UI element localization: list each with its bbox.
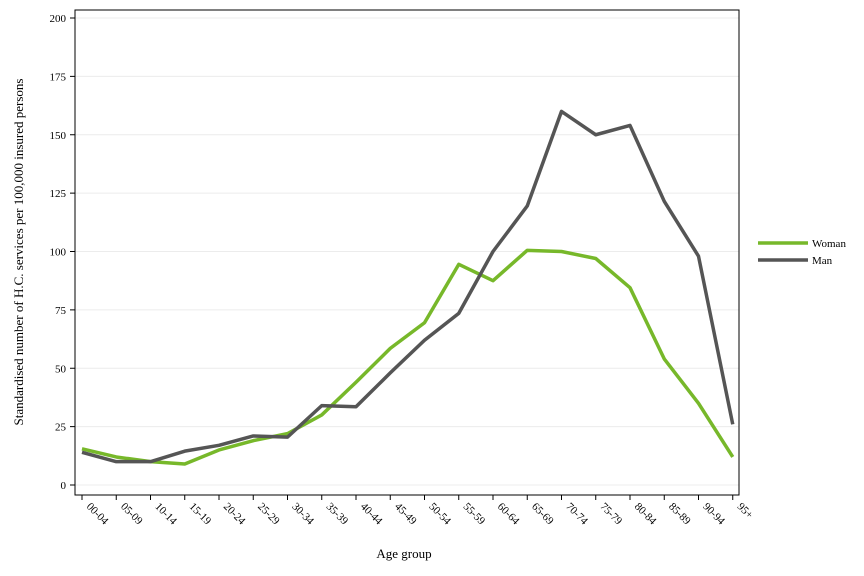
x-tick-label: 55-59 (461, 501, 488, 528)
y-tick-label: 125 (50, 188, 67, 200)
y-axis-title: Standardised number of H.C. services per… (11, 79, 26, 426)
y-tick-label: 100 (50, 247, 67, 259)
legend-label-woman: Woman (812, 238, 846, 250)
legend: Woman Man (758, 238, 846, 267)
x-tick-label: 10-14 (152, 501, 179, 528)
x-tick-label: 85-89 (666, 501, 693, 528)
y-tick-label: 175 (50, 71, 67, 83)
y-tick-label: 200 (50, 13, 67, 25)
x-tick-label: 15-19 (187, 501, 214, 528)
plot-frame (74, 9, 740, 496)
legend-label-man: Man (812, 255, 833, 267)
y-tick-label: 150 (50, 130, 67, 142)
y-tick-label: 25 (55, 422, 67, 434)
x-axis: 00-04 05-09 10-14 15-19 20-24 25-29 30-34 35-39… (81, 495, 756, 528)
x-tick-label: 20-24 (221, 501, 248, 528)
y-tick-label: 75 (55, 305, 67, 317)
gridlines (75, 17, 739, 486)
x-tick-label: 05-09 (118, 501, 145, 528)
x-tick-label: 70-74 (563, 501, 590, 528)
series-line-man (81, 109, 735, 464)
x-tick-label: 90-94 (700, 501, 727, 528)
x-tick-label: 25-29 (255, 501, 282, 528)
x-tick-label: 30-34 (289, 501, 316, 528)
x-tick-label: 65-69 (529, 501, 556, 528)
x-tick-label: 75-79 (598, 501, 625, 528)
x-tick-label: 00-04 (84, 501, 111, 528)
series-lines (81, 109, 735, 466)
y-axis: 0 25 50 75 100 125 150 175 200 (50, 13, 75, 492)
series-line-woman (81, 248, 735, 466)
y-tick-label: 50 (55, 363, 67, 375)
y-tick-label: 0 (61, 480, 67, 492)
x-tick-label: 35-39 (324, 501, 351, 528)
x-tick-label: 95+ (735, 501, 756, 522)
x-tick-label: 50-54 (426, 501, 453, 528)
x-tick-label: 40-44 (358, 501, 385, 528)
x-tick-label: 45-49 (392, 501, 419, 528)
x-tick-label: 80-84 (632, 501, 659, 528)
x-axis-title: Age group (376, 546, 431, 561)
x-tick-label: 60-64 (495, 501, 522, 528)
